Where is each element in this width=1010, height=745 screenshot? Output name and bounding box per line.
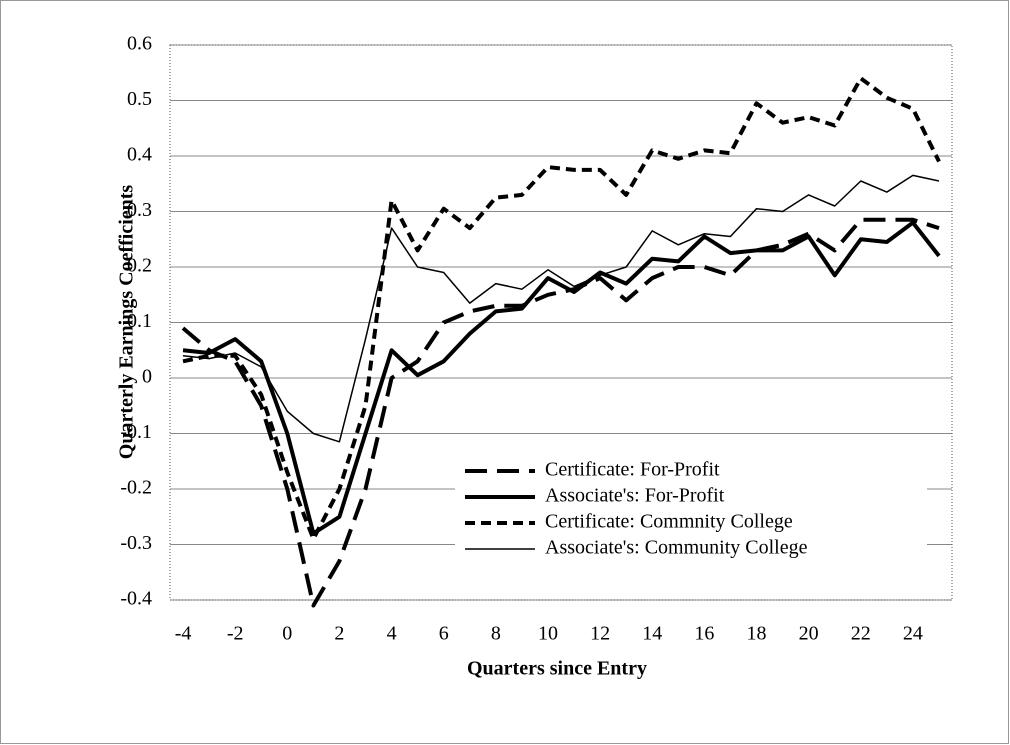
legend-label: Certificate: For-Profit bbox=[545, 459, 720, 481]
x-tick-label: 6 bbox=[439, 623, 449, 645]
x-axis-label: Quarters since Entry bbox=[467, 658, 647, 680]
y-tick-label: -0.2 bbox=[120, 477, 152, 499]
x-tick-label: 20 bbox=[799, 623, 819, 645]
y-tick-label: 0 bbox=[142, 366, 152, 388]
x-tick-label: 22 bbox=[851, 623, 871, 645]
y-tick-label: 0.6 bbox=[127, 33, 152, 55]
series-line bbox=[182, 76, 941, 541]
legend-label: Associate's: For-Profit bbox=[545, 485, 725, 507]
x-tick-label: 4 bbox=[387, 623, 397, 645]
legend-box bbox=[455, 455, 927, 573]
y-tick-label: -0.1 bbox=[120, 421, 152, 443]
legend-label: Associate's: Community College bbox=[545, 537, 808, 559]
y-tick-label: 0.3 bbox=[127, 199, 152, 221]
y-tick-label: -0.4 bbox=[120, 588, 152, 610]
x-tick-label: 0 bbox=[282, 623, 292, 645]
legend-label: Certificate: Commnity College bbox=[545, 511, 793, 533]
series-line bbox=[182, 220, 941, 536]
x-tick-label: 2 bbox=[334, 623, 344, 645]
plot-border bbox=[169, 44, 953, 601]
x-tick-label: 24 bbox=[903, 623, 923, 645]
series-line bbox=[181, 217, 940, 608]
x-tick-label: 18 bbox=[747, 623, 767, 645]
x-tick-label: 14 bbox=[642, 623, 662, 645]
y-axis-label: Quarterly Earnings Coefficients bbox=[116, 185, 138, 460]
x-tick-label: -2 bbox=[227, 623, 244, 645]
x-tick-label: 12 bbox=[590, 623, 610, 645]
x-tick-label: 8 bbox=[491, 623, 501, 645]
y-tick-label: 0.2 bbox=[127, 255, 152, 277]
y-tick-label: -0.3 bbox=[120, 532, 152, 554]
x-tick-label: -4 bbox=[175, 623, 192, 645]
series-line bbox=[182, 174, 940, 443]
x-tick-label: 10 bbox=[538, 623, 558, 645]
y-tick-label: 0.1 bbox=[127, 310, 152, 332]
y-tick-label: 0.5 bbox=[127, 88, 152, 110]
x-tick-label: 16 bbox=[694, 623, 714, 645]
y-tick-label: 0.4 bbox=[127, 144, 152, 166]
